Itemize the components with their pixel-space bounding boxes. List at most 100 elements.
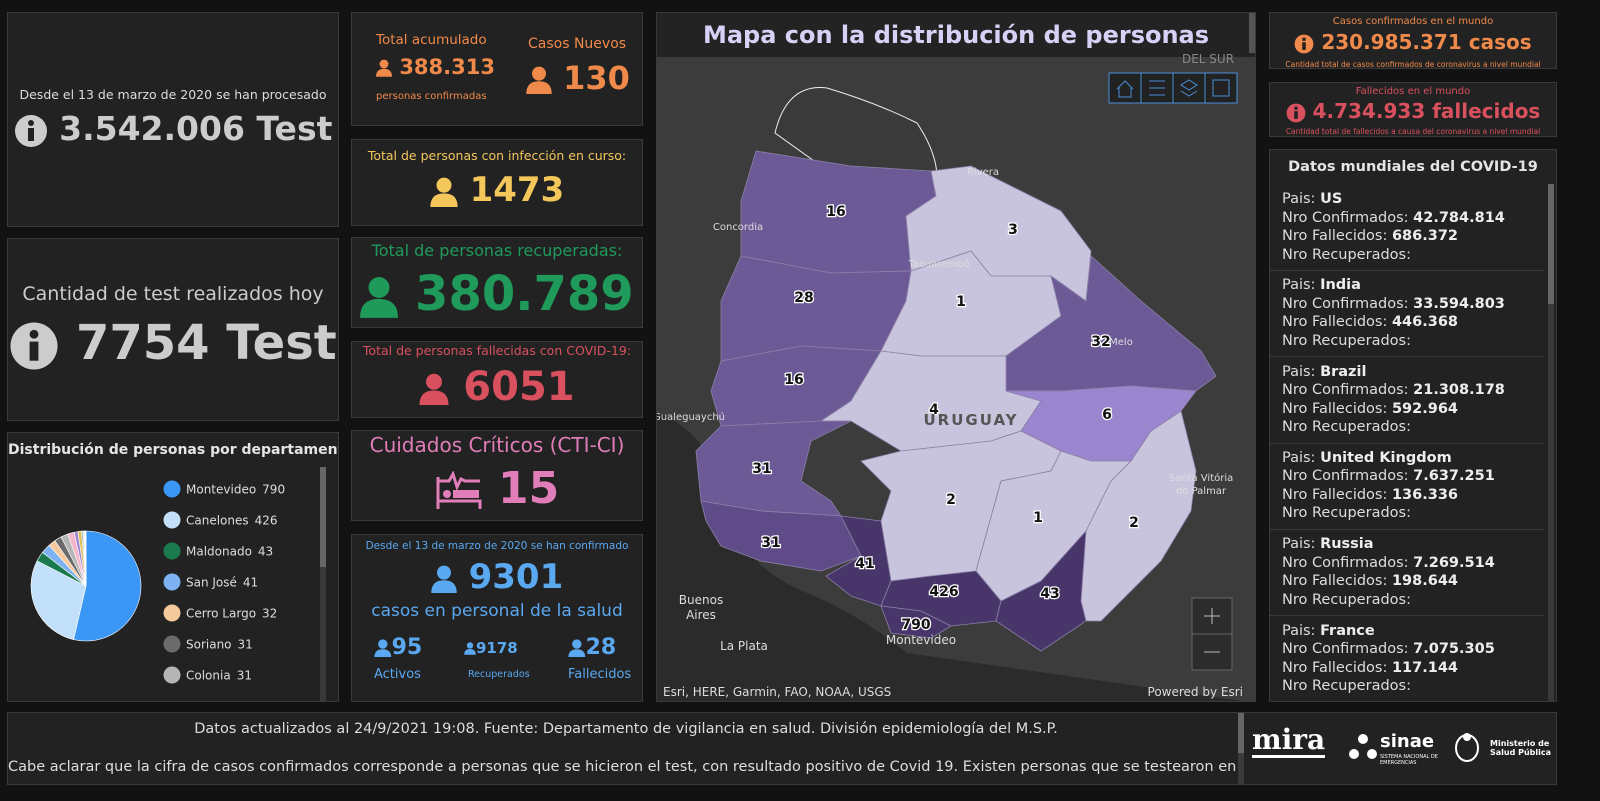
field-label: Nro Fallecidos: <box>1282 314 1388 331</box>
legend-name: San José <box>186 576 237 590</box>
region-label: 41 <box>855 556 874 572</box>
value: 130 <box>526 59 630 97</box>
legend-entry: Montevideo 790 <box>186 483 285 497</box>
country-field: Nro Confirmados: 7.637.251 <box>1282 467 1495 486</box>
field-label: Nro Fallecidos: <box>1282 573 1388 590</box>
place-label: Santa Vitória do Palmar <box>1169 472 1234 497</box>
scrollbar <box>1238 713 1244 784</box>
field-value: India <box>1320 277 1361 294</box>
separator <box>1270 528 1544 530</box>
country-field: Pais: France <box>1282 622 1495 641</box>
country-field: Pais: Brazil <box>1282 363 1505 382</box>
field-label: Nro Confirmados: <box>1282 209 1409 226</box>
info-icon <box>14 114 47 147</box>
field-label: Pais: <box>1282 622 1316 639</box>
label: Casos confirmados en el mundo <box>1332 16 1494 27</box>
country-field: Nro Recuperados: <box>1282 504 1495 523</box>
list-title: Datos mundiales del COVID-19 <box>1288 159 1538 175</box>
value-text: 7754 Test <box>75 315 337 371</box>
region-label: 32 <box>1091 334 1110 350</box>
caption: Desde el 13 de marzo de 2020 se han proc… <box>19 87 327 102</box>
caption: Cantidad total de fallecidos a causa del… <box>1285 127 1541 136</box>
value-text: 388.313 <box>399 55 495 79</box>
field-value: Brazil <box>1320 363 1367 380</box>
caption: Cantidad total de casos confirmados de c… <box>1285 60 1541 69</box>
pie-slice <box>30 560 87 640</box>
legend-value: 31 <box>238 638 253 652</box>
value-text: 230.985.371 casos <box>1321 30 1532 54</box>
value: 388.313 <box>376 55 495 79</box>
field-label: Nro Fallecidos: <box>1282 400 1388 417</box>
country-field: Nro Recuperados: <box>1282 332 1505 351</box>
powered-by: Powered by Esri <box>1147 685 1243 699</box>
person-icon <box>376 59 392 77</box>
legend-value: 41 <box>243 576 258 590</box>
info-icon <box>1294 34 1314 53</box>
field-label: Pais: <box>1282 277 1316 294</box>
map-title: Mapa con la distribución de personas <box>702 21 1210 49</box>
legend-entry: Maldonado 43 <box>186 545 273 559</box>
legend-swatch <box>163 573 181 591</box>
logo-sinae: sinae <box>1380 731 1435 752</box>
country-field: Nro Recuperados: <box>1282 246 1505 265</box>
country-field: Pais: US <box>1282 190 1505 209</box>
staff-value: 28 <box>568 635 616 660</box>
legend-swatch <box>163 604 181 622</box>
label: Fallecidos en el mundo <box>1355 86 1471 97</box>
field-value: 7.637.251 <box>1413 468 1495 485</box>
field-value: Russia <box>1320 536 1374 553</box>
world-list-panel: Datos mundiales del COVID-19 Pais: US Nro… <box>1269 149 1557 702</box>
region-label: 1 <box>1033 510 1043 526</box>
label: Total de personas fallecidas con COVID-1… <box>362 343 632 358</box>
logo-mira: mira <box>1252 723 1326 758</box>
field-label: Nro Recuperados: <box>1282 246 1411 263</box>
map-header <box>657 13 1255 57</box>
field-label: Nro Fallecidos: <box>1282 486 1388 503</box>
active-panel: Total de personas con infección en curso… <box>351 139 643 226</box>
value: 7754 Test <box>8 315 338 371</box>
legend-entry: Cerro Largo 32 <box>186 607 277 621</box>
footer: Datos actualizados al 24/9/2021 19:08. F… <box>7 712 1557 785</box>
label: Total de personas con infección en curso… <box>367 148 627 163</box>
legend-value: 31 <box>237 669 252 683</box>
label: Total acumulado <box>376 32 487 48</box>
field-label: Nro Recuperados: <box>1282 505 1411 522</box>
field-label: Nro Fallecidos: <box>1282 659 1388 676</box>
legend-name: Soriano <box>186 638 232 652</box>
country-field: Nro Confirmados: 42.784.814 <box>1282 209 1505 228</box>
country-entry: Pais: India Nro Confirmados: 33.594.803 Nr… <box>1282 276 1505 350</box>
region-label: 31 <box>761 535 780 551</box>
field-label: Nro Confirmados: <box>1282 382 1409 399</box>
country-field: Nro Fallecidos: 198.644 <box>1282 572 1495 591</box>
staff-number: 95 <box>391 635 423 660</box>
map-region <box>695 420 852 517</box>
zoom-control[interactable] <box>1191 597 1233 671</box>
place-label: Tacuarembó <box>908 258 970 270</box>
map-toolbar[interactable] <box>1108 72 1238 104</box>
value: 1473 <box>352 170 642 210</box>
place-label: La Plata <box>720 639 768 653</box>
border-north <box>774 87 938 179</box>
value-text: 3.542.006 Test <box>59 109 333 148</box>
region-label: 3 <box>1008 222 1018 238</box>
field-value: US <box>1320 191 1343 207</box>
country-field: Nro Fallecidos: 446.368 <box>1282 313 1505 332</box>
map-region <box>995 529 1087 652</box>
info-icon <box>10 322 58 370</box>
person-icon <box>526 66 552 94</box>
map-region <box>825 515 892 607</box>
pie-chart: Montevideo 790 Canelones 426 Maldonado 43 San … <box>30 480 285 684</box>
value-text: 130 <box>563 59 630 97</box>
msp-crest <box>1455 733 1479 762</box>
staff-label: Recuperados <box>468 669 530 680</box>
region-label: 43 <box>1040 586 1059 602</box>
place-label: Melo <box>1109 337 1133 348</box>
field-value: France <box>1320 622 1375 639</box>
field-value: 686.372 <box>1391 228 1459 244</box>
country-entry: Pais: United Kingdom Nro Confirmados: 7.6… <box>1282 449 1495 523</box>
value: 380.789 <box>352 266 642 322</box>
caption: Cantidad de test realizados hoy <box>22 283 324 305</box>
tests-today-panel: Cantidad de test realizados hoy 7754 Tes… <box>7 238 339 421</box>
sinae-icon <box>1349 734 1377 759</box>
country-field: Nro Confirmados: 21.308.178 <box>1282 381 1505 400</box>
